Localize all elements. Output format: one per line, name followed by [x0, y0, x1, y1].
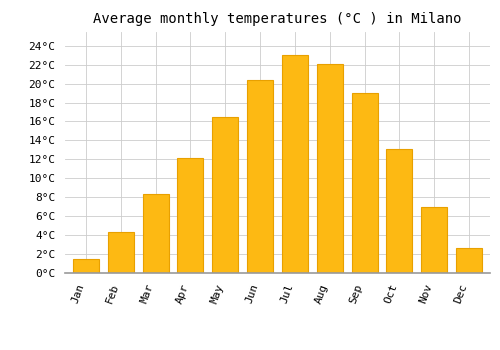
Bar — [352, 93, 378, 273]
Bar — [142, 194, 169, 273]
Bar — [386, 149, 412, 273]
Bar — [108, 232, 134, 273]
Bar — [316, 64, 343, 273]
Bar — [178, 159, 204, 273]
Bar — [282, 55, 308, 273]
Bar — [73, 259, 99, 273]
Bar — [247, 80, 273, 273]
Title: Average monthly temperatures (°C ) in Milano: Average monthly temperatures (°C ) in Mi… — [93, 12, 462, 26]
Bar — [421, 207, 448, 273]
Bar — [212, 117, 238, 273]
Bar — [456, 248, 482, 273]
